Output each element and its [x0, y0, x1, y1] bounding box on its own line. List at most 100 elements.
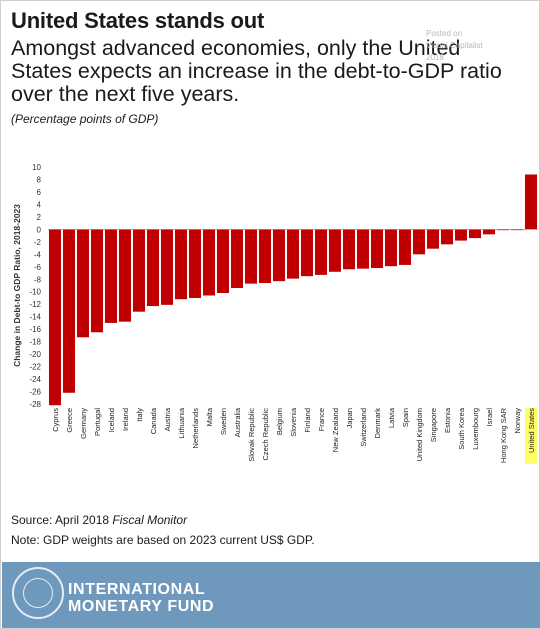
y-tick-label: -16: [29, 325, 41, 334]
bar: [314, 229, 328, 275]
source-prefix: Source: April 2018: [11, 513, 113, 527]
x-tick-label: Lithuania: [177, 407, 186, 438]
bar-chart: Change in Debt-to GDP Ratio, 2018-2023 10…: [12, 163, 538, 464]
y-tick-label: -20: [29, 350, 41, 359]
x-tick-label: Hong Kong SAR: [499, 407, 508, 463]
imf-logo-text: INTERNATIONAL MONETARY FUND: [68, 581, 214, 615]
x-tick-label: Canada: [149, 407, 158, 434]
x-tick-label: Spain: [401, 408, 410, 427]
y-tick-label: 10: [32, 163, 41, 172]
x-tick-label: Czech Republic: [261, 408, 270, 461]
x-tick-label: Iceland: [107, 408, 116, 432]
y-tick-label: -8: [34, 275, 42, 284]
bar: [454, 229, 468, 241]
bar: [188, 229, 202, 298]
bar: [440, 229, 454, 245]
x-tick-label: Estonia: [443, 407, 452, 433]
bar: [300, 229, 314, 277]
bar: [272, 229, 286, 282]
x-tick-label: Slovak Republic: [247, 408, 256, 462]
y-tick-label: 4: [37, 200, 42, 209]
x-tick-label: Norway: [513, 408, 522, 434]
bar: [468, 229, 482, 239]
bar: [90, 229, 104, 333]
x-tick-label: Australia: [233, 407, 242, 437]
chart-title: United States stands out: [11, 8, 265, 33]
bar: [160, 229, 174, 305]
bar: [216, 229, 230, 293]
x-tick-label: Malta: [205, 407, 214, 426]
y-tick-label: -4: [34, 250, 42, 259]
x-tick-label: South Korea: [457, 407, 466, 450]
x-tick-label: Portugal: [93, 408, 102, 436]
watermark-line-3: 2018: [426, 53, 444, 62]
bar: [258, 229, 272, 284]
chart-subtitle: Amongst advanced economies, only the Uni…: [11, 36, 502, 106]
y-tick-label: -18: [29, 338, 41, 347]
bar: [412, 229, 426, 255]
x-tick-label: France: [317, 408, 326, 431]
x-tick-label: Italy: [135, 408, 144, 422]
x-tick-label: United States: [527, 408, 536, 453]
source-line: Source: April 2018 Fiscal Monitor: [11, 513, 187, 527]
source-publication: Fiscal Monitor: [112, 513, 188, 527]
x-tick-label: New Zealand: [331, 408, 340, 452]
x-tick-label: Sweden: [219, 408, 228, 435]
imf-name-line-2: MONETARY FUND: [68, 598, 215, 615]
watermark: Posted on Visual Capitalist 2018: [426, 28, 483, 64]
y-tick-label: -6: [34, 263, 42, 272]
bar: [132, 229, 146, 312]
bar: [230, 229, 244, 288]
bar: [356, 229, 370, 269]
bar: [426, 229, 440, 249]
x-tick-label: United Kingdom: [415, 408, 424, 461]
x-tick-label: Israel: [485, 408, 494, 427]
y-axis-label: Change in Debt-to GDP Ratio, 2018-2023: [12, 204, 22, 367]
x-tick-label: Cyprus: [51, 408, 60, 432]
bar: [174, 229, 188, 300]
watermark-line-2: Visual Capitalist: [426, 41, 483, 50]
y-tick-label: -26: [29, 388, 41, 397]
bar: [146, 229, 160, 307]
highlight-box: [525, 408, 537, 464]
bar: [48, 229, 62, 406]
bar: [524, 174, 538, 230]
bar: [76, 229, 90, 338]
y-tick-label: 6: [37, 188, 42, 197]
y-tick-label: -2: [34, 238, 42, 247]
y-tick-label: -10: [29, 288, 41, 297]
x-tick-label: Latvia: [387, 407, 396, 428]
bar: [244, 229, 258, 284]
y-tick-label: -12: [29, 300, 41, 309]
bar: [104, 229, 118, 323]
bar: [202, 229, 216, 296]
bar: [118, 229, 132, 322]
x-tick-label: Ireland: [121, 408, 130, 431]
imf-footer: INTERNATIONAL MONETARY FUND: [2, 562, 540, 628]
bar: [384, 229, 398, 267]
y-tick-label: -14: [29, 313, 41, 322]
y-tick-label: -22: [29, 363, 41, 372]
plot-area: Change in Debt-to GDP Ratio, 2018-2023 10…: [12, 163, 538, 464]
x-tick-label: Austria: [163, 407, 172, 431]
x-tick-label: Belgium: [275, 408, 284, 435]
bar: [62, 229, 76, 393]
x-tick-label: Finland: [303, 408, 312, 433]
imf-seal-icon: [12, 567, 64, 619]
y-tick-label: 0: [37, 225, 42, 234]
x-tick-label: Netherlands: [191, 408, 200, 449]
unit-note: (Percentage points of GDP): [11, 112, 159, 126]
bar: [482, 229, 496, 235]
x-tick-label: Germany: [79, 408, 88, 439]
bar: [342, 229, 356, 270]
note-line: Note: GDP weights are based on 2023 curr…: [11, 533, 315, 547]
y-tick-label: -24: [29, 375, 41, 384]
bar: [370, 229, 384, 269]
x-tick-label: Slovenia: [289, 407, 298, 437]
x-tick-label: Luxembourg: [471, 408, 480, 450]
x-tick-label: Japan: [345, 408, 354, 428]
bar: [398, 229, 412, 265]
x-tick-label: Denmark: [373, 408, 382, 439]
watermark-line-1: Posted on: [426, 29, 463, 38]
